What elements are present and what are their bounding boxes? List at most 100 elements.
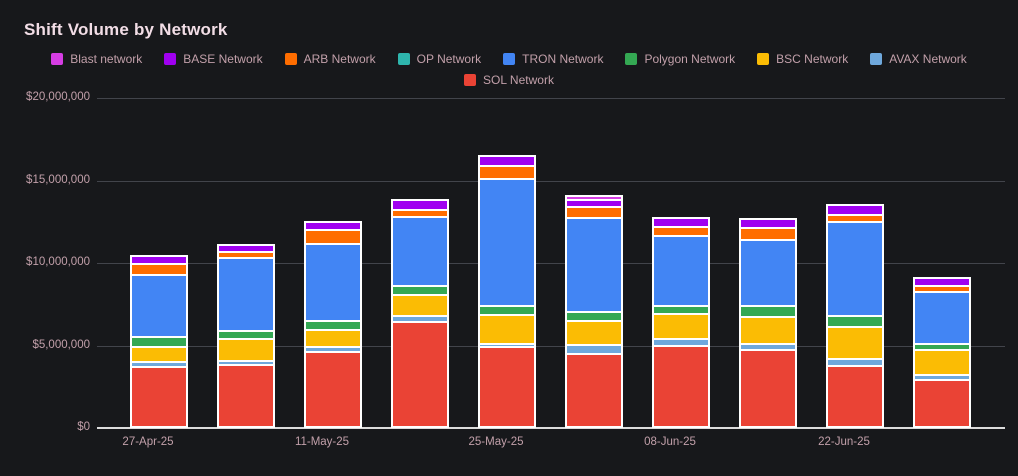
bar-segment-polygon-network[interactable]	[219, 331, 273, 338]
bar-segment-arb-network[interactable]	[306, 231, 360, 244]
bar-segment-sol-network[interactable]	[219, 365, 273, 426]
bar-segment-tron-network[interactable]	[828, 223, 882, 316]
bar-segment-avax-network[interactable]	[915, 376, 969, 380]
bar-segment-avax-network[interactable]	[132, 362, 186, 366]
legend-item-polygon-network[interactable]: Polygon Network	[625, 52, 735, 66]
legend-item-base-network[interactable]: BASE Network	[164, 52, 263, 66]
bar-segment-tron-network[interactable]	[219, 259, 273, 330]
bar-segment-sol-network[interactable]	[741, 351, 795, 427]
bar-segment-base-network[interactable]	[567, 200, 621, 207]
bar-segment-polygon-network[interactable]	[828, 317, 882, 326]
bar-segment-arb-network[interactable]	[219, 252, 273, 258]
bar-segment-base-network[interactable]	[654, 218, 708, 226]
bar-segment-base-network[interactable]	[741, 219, 795, 228]
bar-segment-base-network[interactable]	[306, 222, 360, 230]
gridline	[97, 345, 1005, 347]
gridline	[97, 180, 1005, 182]
bar-segment-avax-network[interactable]	[306, 347, 360, 351]
bar-segment-bsc-network[interactable]	[393, 296, 447, 315]
bar-segment-base-network[interactable]	[132, 256, 186, 263]
bar-segment-avax-network[interactable]	[219, 362, 273, 364]
bar-segment-sol-network[interactable]	[132, 367, 186, 426]
bar-segment-bsc-network[interactable]	[915, 351, 969, 375]
bar-segment-bsc-network[interactable]	[741, 317, 795, 343]
bar-segment-arb-network[interactable]	[654, 227, 708, 236]
legend-swatch-icon	[397, 52, 410, 65]
bar-segment-arb-network[interactable]	[741, 229, 795, 240]
bar-segment-arb-network[interactable]	[480, 167, 534, 178]
bar-segment-sol-network[interactable]	[915, 381, 969, 426]
bar-segment-arb-network[interactable]	[915, 286, 969, 292]
legend-swatch-icon	[625, 52, 638, 65]
bar-segment-tron-network[interactable]	[567, 218, 621, 312]
bar-segment-polygon-network[interactable]	[654, 307, 708, 313]
bar-segment-tron-network[interactable]	[480, 179, 534, 306]
bar-segment-base-network[interactable]	[480, 156, 534, 166]
x-axis-tick-label: 27-Apr-25	[122, 436, 174, 448]
bar-column-7[interactable]	[739, 217, 797, 428]
bar-segment-polygon-network[interactable]	[393, 286, 447, 295]
bar-segment-avax-network[interactable]	[654, 340, 708, 345]
bar-segment-avax-network[interactable]	[741, 344, 795, 350]
bar-segment-avax-network[interactable]	[480, 344, 534, 347]
bar-segment-avax-network[interactable]	[828, 360, 882, 365]
bar-segment-polygon-network[interactable]	[480, 307, 534, 314]
bar-segment-base-network[interactable]	[828, 205, 882, 215]
bar-segment-polygon-network[interactable]	[306, 321, 360, 329]
bar-segment-base-network[interactable]	[393, 201, 447, 210]
bar-segment-bsc-network[interactable]	[828, 327, 882, 359]
bar-segment-sol-network[interactable]	[480, 348, 534, 426]
legend-item-op-network[interactable]: OP Network	[397, 52, 481, 66]
legend-item-blast-network[interactable]: Blast network	[51, 52, 142, 66]
bar-column-4[interactable]	[478, 154, 536, 428]
legend-item-arb-network[interactable]: ARB Network	[284, 52, 376, 66]
bar-segment-polygon-network[interactable]	[915, 344, 969, 350]
legend-item-avax-network[interactable]: AVAX Network	[870, 52, 967, 66]
bar-segment-arb-network[interactable]	[132, 264, 186, 274]
bar-segment-bsc-network[interactable]	[219, 339, 273, 361]
bar-segment-bsc-network[interactable]	[132, 347, 186, 361]
legend-item-tron-network[interactable]: TRON Network	[503, 52, 603, 66]
bar-segment-tron-network[interactable]	[915, 293, 969, 343]
bar-column-8[interactable]	[826, 203, 884, 428]
bar-segment-blast-network[interactable]	[567, 196, 621, 199]
bar-segment-tron-network[interactable]	[132, 275, 186, 337]
bar-segment-sol-network[interactable]	[393, 323, 447, 427]
bar-segment-tron-network[interactable]	[393, 217, 447, 285]
bar-segment-polygon-network[interactable]	[132, 338, 186, 346]
gridline	[97, 98, 1005, 99]
bar-column-9[interactable]	[913, 277, 971, 428]
bar-column-1[interactable]	[217, 244, 275, 428]
bar-segment-tron-network[interactable]	[741, 241, 795, 306]
bar-column-2[interactable]	[304, 220, 362, 428]
bar-segment-polygon-network[interactable]	[741, 307, 795, 316]
bar-segment-tron-network[interactable]	[654, 237, 708, 306]
bar-segment-arb-network[interactable]	[393, 211, 447, 216]
bar-segment-arb-network[interactable]	[567, 208, 621, 217]
bar-segment-bsc-network[interactable]	[306, 330, 360, 346]
bar-segment-sol-network[interactable]	[567, 355, 621, 427]
legend-item-bsc-network[interactable]: BSC Network	[757, 52, 848, 66]
bar-segment-sol-network[interactable]	[306, 352, 360, 426]
bar-segment-tron-network[interactable]	[306, 245, 360, 320]
bar-column-0[interactable]	[130, 254, 188, 428]
bar-segment-bsc-network[interactable]	[480, 315, 534, 343]
bar-column-5[interactable]	[565, 194, 623, 428]
bar-segment-polygon-network[interactable]	[567, 313, 621, 320]
bar-segment-arb-network[interactable]	[828, 216, 882, 222]
bar-column-6[interactable]	[652, 216, 710, 428]
legend-swatch-icon	[503, 52, 516, 65]
bar-segment-bsc-network[interactable]	[654, 314, 708, 339]
legend-item-sol-network[interactable]: SOL Network	[464, 73, 554, 87]
legend-swatch-icon	[870, 52, 883, 65]
bar-column-3[interactable]	[391, 199, 449, 428]
bar-segment-avax-network[interactable]	[393, 316, 447, 322]
bar-segment-avax-network[interactable]	[567, 346, 621, 354]
bar-segment-sol-network[interactable]	[828, 366, 882, 426]
legend-swatch-icon	[757, 52, 770, 65]
bar-segment-base-network[interactable]	[915, 279, 969, 285]
bar-segment-base-network[interactable]	[219, 246, 273, 251]
bar-segment-bsc-network[interactable]	[567, 321, 621, 345]
bar-segment-sol-network[interactable]	[654, 346, 708, 427]
chart-title: Shift Volume by Network	[24, 20, 228, 39]
